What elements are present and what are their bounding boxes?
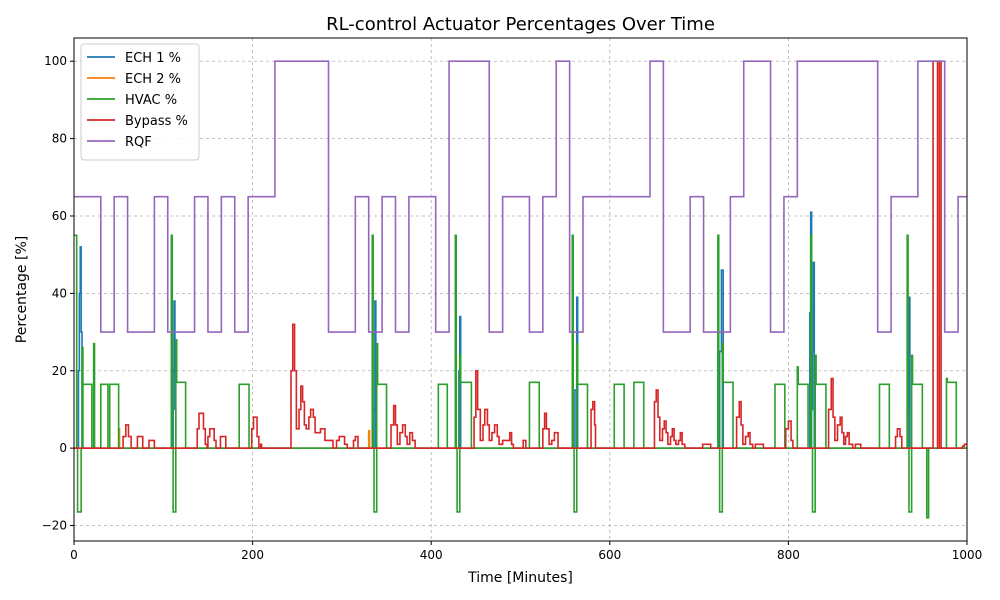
chart-title: RL-control Actuator Percentages Over Tim… xyxy=(326,14,715,35)
y-tick-label: 80 xyxy=(52,132,67,146)
y-tick-label: −20 xyxy=(42,519,67,533)
y-tick-label: 0 xyxy=(59,441,67,455)
y-tick-label: 20 xyxy=(52,364,67,378)
legend-box xyxy=(80,43,200,161)
legend-label-ech-1: ECH 1 % xyxy=(125,51,181,66)
series-line-rqf xyxy=(74,60,967,333)
legend-label-bypass: Bypass % xyxy=(125,114,188,129)
y-tick-label: 40 xyxy=(52,286,67,300)
legend-label-ech-2: ECH 2 % xyxy=(125,72,181,87)
x-tick-label: 200 xyxy=(241,548,264,562)
legend-label-hvac: HVAC % xyxy=(125,93,177,108)
plot-frame xyxy=(73,37,968,542)
x-tick-label: 800 xyxy=(777,548,800,562)
x-tick-label: 0 xyxy=(70,548,78,562)
x-axis-ticks: 0 200 400 600 800 1000 xyxy=(70,541,982,562)
y-tick-label: 60 xyxy=(52,209,67,223)
legend: ECH 1 % ECH 2 % HVAC % Bypass % RQF xyxy=(80,43,200,161)
x-axis-label: Time [Minutes] xyxy=(467,570,573,586)
x-tick-label: 600 xyxy=(598,548,621,562)
x-tick-label: 400 xyxy=(420,548,443,562)
series-layer xyxy=(74,60,967,519)
series-line-bypass xyxy=(74,60,967,449)
y-axis-ticks: −20 0 20 40 60 80 100 xyxy=(42,54,74,533)
y-tick-label: 100 xyxy=(44,54,67,68)
y-axis-label: Percentage [%] xyxy=(14,236,30,343)
legend-label-rqf: RQF xyxy=(125,135,152,150)
x-tick-label: 1000 xyxy=(952,548,983,562)
